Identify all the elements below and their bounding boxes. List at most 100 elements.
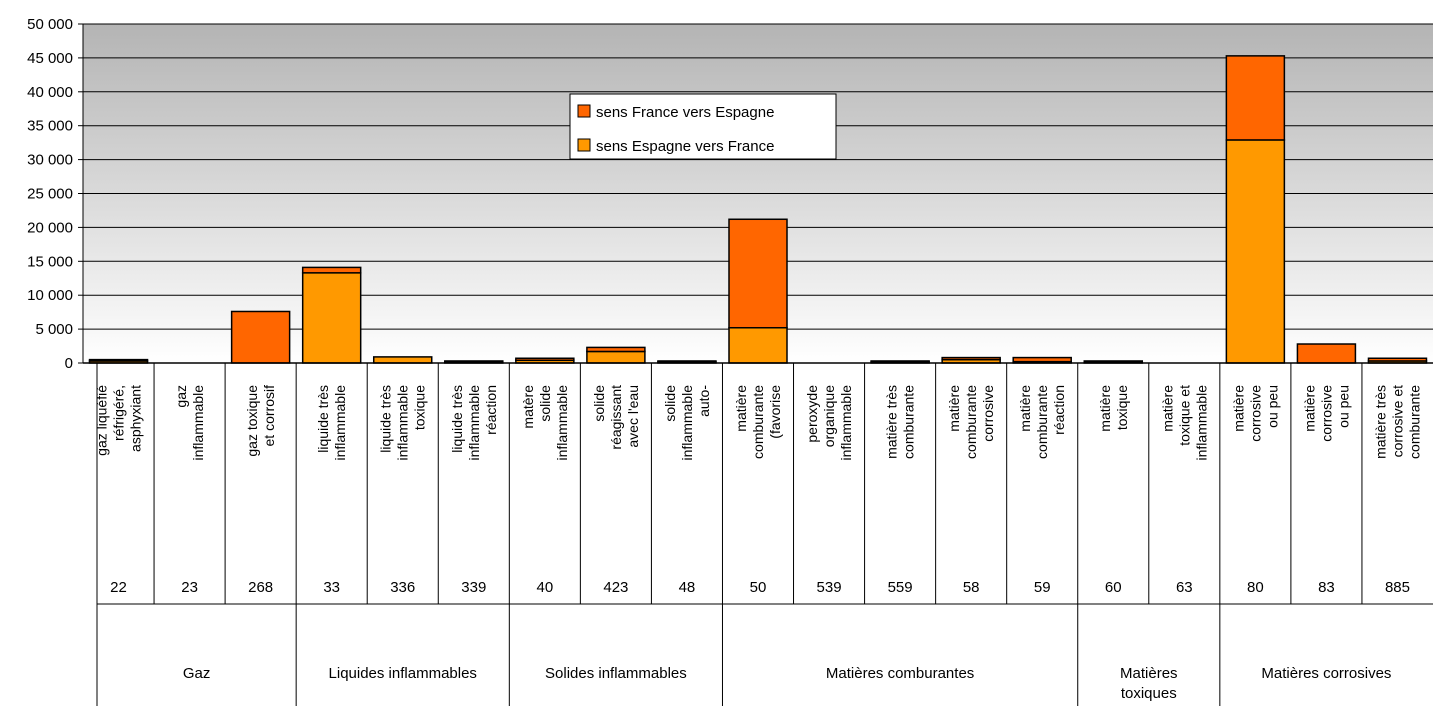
bar-segment-france-espagne — [230, 310, 291, 364]
category-label: comburante — [750, 385, 766, 459]
category-code: 80 — [1247, 579, 1264, 596]
category-code: 885 — [1385, 579, 1410, 596]
category-label: inflammable — [332, 385, 348, 461]
category-label: solide — [537, 385, 553, 422]
category-label: solide — [662, 385, 678, 422]
y-tick-label: 25 000 — [27, 186, 73, 203]
category-code: 559 — [888, 579, 913, 596]
legend-label: sens France vers Espagne — [596, 104, 774, 121]
category-label: matière très — [884, 385, 900, 459]
category-code: 22 — [110, 579, 127, 596]
category-label: matère — [520, 385, 536, 429]
category-label: toxique — [1114, 385, 1130, 430]
legend-box — [569, 93, 837, 160]
category-label: corrosive — [1318, 385, 1334, 442]
category-label: inflammable — [679, 385, 695, 461]
group-label: toxiques — [1121, 685, 1177, 702]
category-code: 336 — [390, 579, 415, 596]
category-label: ou peu — [1335, 385, 1351, 428]
y-tick-label: 50 000 — [27, 16, 73, 33]
category-code: 423 — [603, 579, 628, 596]
category-label: inflammable — [1193, 385, 1209, 461]
y-tick-label: 45 000 — [27, 50, 73, 67]
category-code: 23 — [181, 579, 198, 596]
category-label: comburante — [963, 385, 979, 459]
bar-segment-france-espagne — [1012, 356, 1072, 363]
category-label: matière — [1230, 385, 1246, 432]
bar-segment-espagne-france — [586, 350, 646, 364]
bar-segment-france-espagne — [728, 218, 788, 329]
category-label: liquide très — [315, 385, 331, 453]
category-label: inflammable — [838, 385, 854, 461]
category-label: gaz toxique — [244, 385, 260, 457]
category-code: 33 — [323, 579, 340, 596]
bar-segment-espagne-france — [1225, 139, 1286, 364]
x-axis: gaz liquéfié réfrigéré, asphyxiant gaz infla… — [83, 362, 1433, 706]
group-label: Matières comburantes — [826, 665, 974, 682]
category-label: solide — [591, 385, 607, 422]
y-tick-label: 35 000 — [27, 118, 73, 135]
category-label: matière — [733, 385, 749, 432]
bar-segment-france-espagne — [586, 346, 646, 353]
legend-swatch — [577, 138, 591, 152]
bar-segment-france-espagne — [941, 356, 1001, 361]
category-label: ou peu — [1264, 385, 1280, 428]
category-code: 48 — [679, 579, 696, 596]
category-label: toxique — [412, 385, 428, 430]
category-code: 63 — [1176, 579, 1193, 596]
category-label: organique — [821, 385, 837, 447]
legend-swatch — [577, 104, 591, 118]
category-label: matière — [1097, 385, 1113, 432]
legend-label: sens Espagne vers France — [596, 138, 774, 155]
category-label: inflammable — [395, 385, 411, 461]
category-label: corrosive et — [1389, 385, 1405, 457]
category-label: corrosive — [1247, 385, 1263, 442]
category-code: 60 — [1105, 579, 1122, 596]
category-label: inflammable — [466, 385, 482, 461]
group-label: Solides inflammables — [545, 665, 687, 682]
category-labels: gaz liquéfié réfrigéré, asphyxiant gaz infla… — [94, 385, 1423, 461]
bar-segment-france-espagne — [444, 360, 504, 363]
bar-segment-france-espagne — [1367, 357, 1428, 362]
category-code: 59 — [1034, 579, 1051, 596]
category-label: réagissant — [608, 385, 624, 450]
category-label: gaz liquéfié — [94, 385, 110, 456]
category-label: asphyxiant — [128, 385, 144, 452]
y-tick-label: 10 000 — [27, 287, 73, 304]
bar-segment-espagne-france — [301, 272, 362, 364]
bar-segment-france-espagne — [88, 358, 149, 362]
group-label: Matières — [1120, 665, 1178, 682]
group-label: Liquides inflammables — [329, 665, 477, 682]
bar-segment-espagne-france — [372, 356, 433, 364]
category-label: liquide très — [449, 385, 465, 453]
category-code: 539 — [817, 579, 842, 596]
bar-segment-france-espagne — [1225, 55, 1286, 141]
bar-segment-france-espagne — [657, 360, 717, 363]
category-label: toxique et — [1176, 385, 1192, 446]
category-label: gaz — [173, 385, 189, 408]
category-label: réaction — [1051, 385, 1067, 435]
y-tick-label: 5 000 — [35, 321, 73, 338]
category-label: matière — [1301, 385, 1317, 432]
category-code: 339 — [461, 579, 486, 596]
group-label: Matières corrosives — [1261, 665, 1391, 682]
y-tick-label: 15 000 — [27, 253, 73, 270]
category-label: auto- — [696, 385, 712, 417]
category-label: peroxyde — [804, 385, 820, 443]
category-code: 83 — [1318, 579, 1335, 596]
category-label: comburante — [1034, 385, 1050, 459]
category-code: 40 — [536, 579, 553, 596]
group-label: Gaz — [183, 665, 211, 682]
category-label: liquide très — [378, 385, 394, 453]
y-axis: 0 5 000 10 000 15 000 20 000 25 000 30 000 35 0… — [27, 16, 84, 372]
y-tick-label: 40 000 — [27, 84, 73, 101]
category-label: inflammable — [190, 385, 206, 461]
category-label: matière très — [1372, 385, 1388, 459]
bars — [88, 55, 1428, 364]
bar-segment-france-espagne — [870, 360, 930, 363]
category-code: 268 — [248, 579, 273, 596]
bar-segment-france-espagne — [301, 266, 362, 274]
category-code: 50 — [750, 579, 767, 596]
category-label: et corrosif — [261, 385, 277, 447]
